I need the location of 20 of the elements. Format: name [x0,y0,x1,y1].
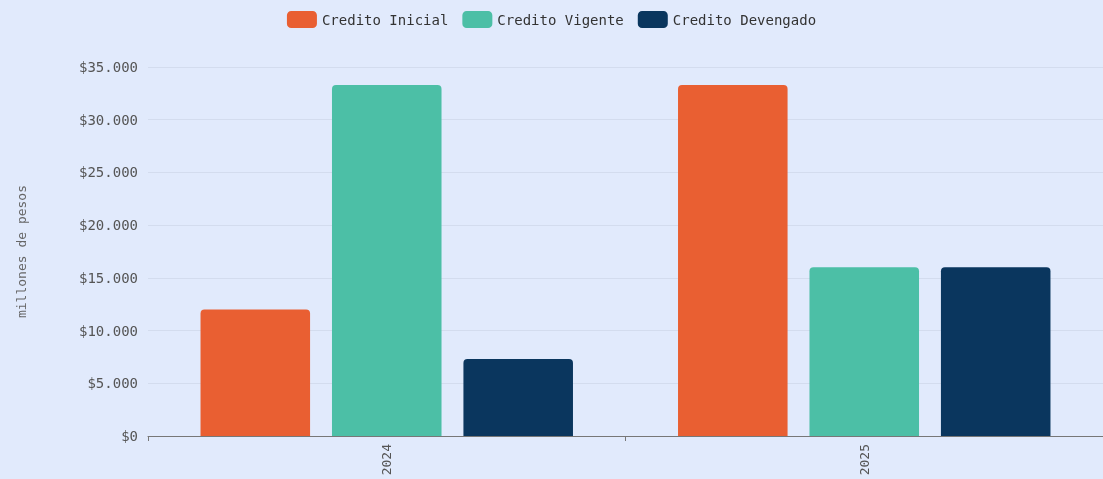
y-axis-title: millones de pesos [14,184,29,319]
legend-label: Credito Devengado [672,11,817,28]
bar [331,84,442,436]
legend-label: Credito Inicial [321,11,449,28]
bar [678,84,788,436]
legend-label: Credito Vigente [497,11,624,28]
bar [200,309,311,436]
y-tick-label: $0 [121,428,138,444]
y-tick-label: $15.000 [78,269,138,286]
y-tick-label: $30.000 [78,111,138,128]
y-tick-label: $35.000 [78,59,138,75]
y-tick-label: $5.000 [87,375,138,392]
y-tick-label: $10.000 [78,322,138,339]
y-tick-label: $25.000 [78,164,138,181]
x-tick-label: 2024 [379,443,395,476]
bar [463,359,573,436]
bar [809,267,920,436]
bar [940,267,1051,436]
x-tick-label: 2025 [856,444,872,476]
y-tick-label: $20.000 [78,217,138,234]
